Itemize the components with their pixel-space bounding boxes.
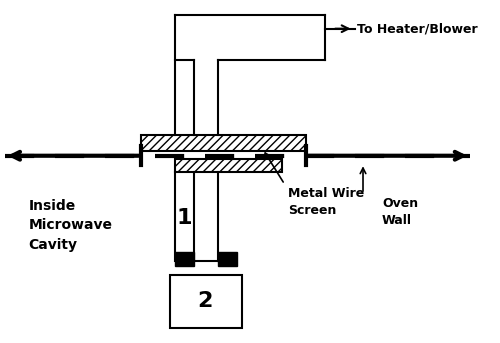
Text: Metal Wire
Screen: Metal Wire Screen — [288, 187, 364, 217]
Text: 1: 1 — [176, 208, 192, 228]
Text: To Heater/Blower: To Heater/Blower — [358, 22, 478, 35]
Bar — [170, 275, 242, 328]
Bar — [142, 135, 306, 151]
Text: 2: 2 — [198, 291, 213, 311]
Text: Inside
Microwave
Cavity: Inside Microwave Cavity — [28, 199, 112, 252]
Text: Oven
Wall: Oven Wall — [382, 197, 418, 227]
Bar — [175, 252, 194, 265]
Bar — [218, 252, 237, 265]
Bar — [175, 158, 282, 172]
